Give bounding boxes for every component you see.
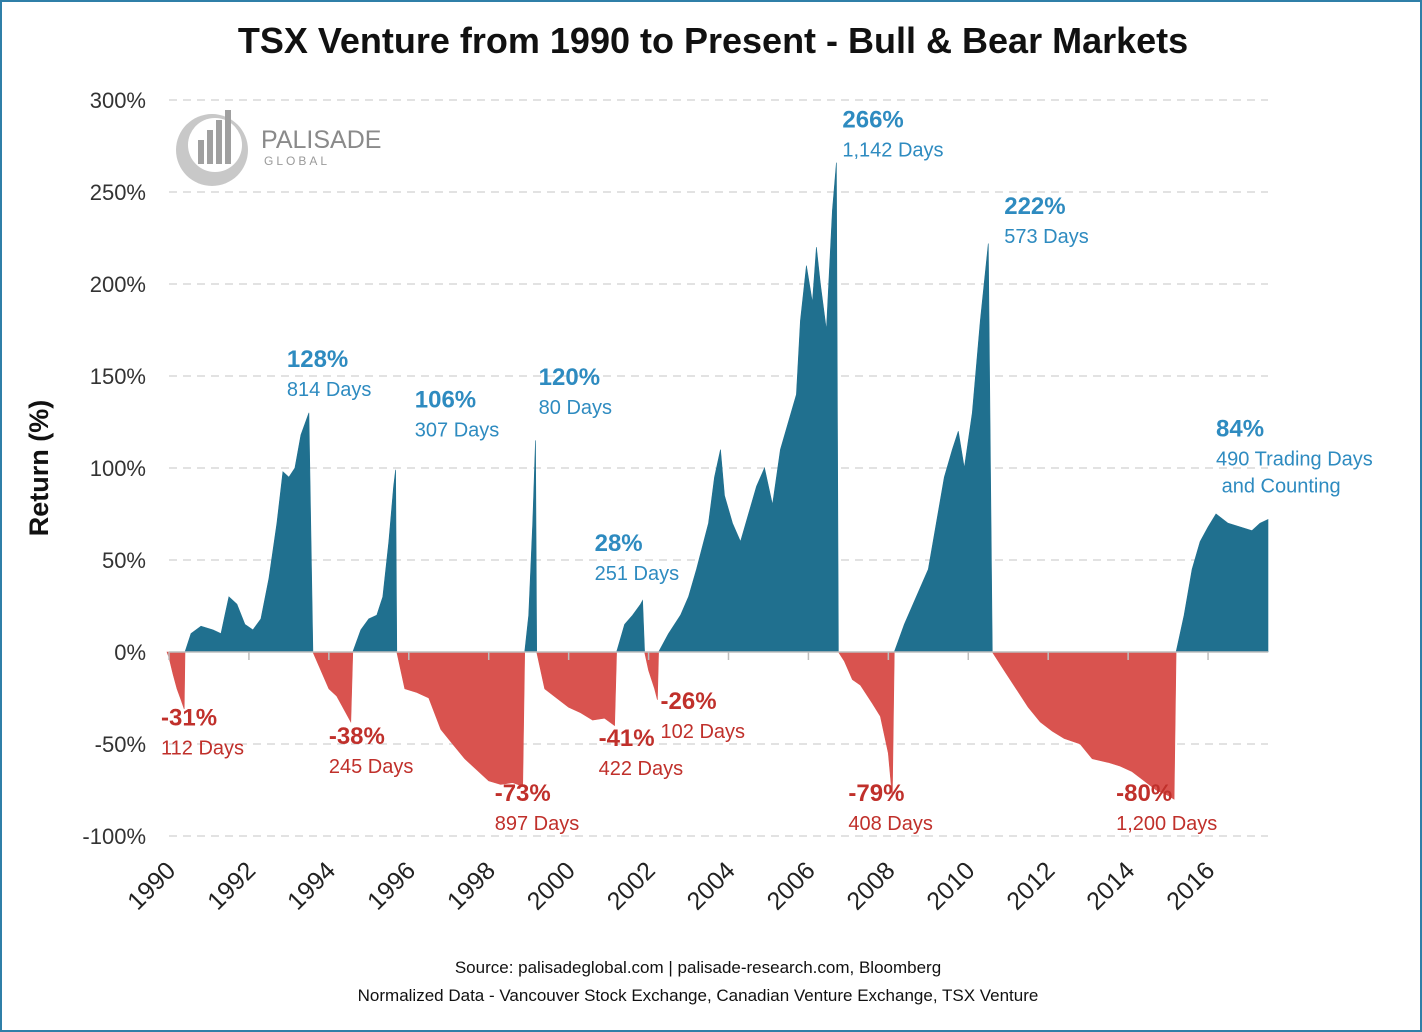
bear-annotation: -38% 245 Days <box>329 723 414 778</box>
x-tick-label: 2006 <box>762 856 821 915</box>
annotation-value: 106% <box>415 386 476 413</box>
x-tick-label: 2010 <box>921 856 980 915</box>
bear-market-area <box>536 651 617 727</box>
bear-market-area <box>837 651 895 798</box>
annotation-value: -26% <box>661 688 717 715</box>
annotation-days: 408 Days <box>848 813 933 835</box>
annotation-value: 222% <box>1004 193 1065 220</box>
bull-market-area <box>184 412 314 653</box>
bear-market-area <box>312 651 354 724</box>
annotation-value: -73% <box>495 780 551 807</box>
annotation-days-continued: and Counting <box>1216 476 1341 498</box>
annotation-value: 120% <box>539 364 600 391</box>
y-tick-label: 200% <box>90 272 146 297</box>
annotation-days: 102 Days <box>661 721 746 743</box>
x-tick-label: 1994 <box>282 856 341 915</box>
bull-annotation: 222% 573 Days <box>1004 193 1089 248</box>
y-tick-label: 100% <box>90 456 146 481</box>
annotation-value: 84% <box>1216 416 1264 443</box>
x-tick-label: 2016 <box>1161 856 1220 915</box>
annotation-days: 80 Days <box>539 397 612 419</box>
annotation-days: 490 Trading Days <box>1216 449 1373 471</box>
logo-bar-4 <box>225 110 231 164</box>
palisade-logo: PALISADE GLOBAL <box>176 110 381 186</box>
bull-annotation: 128% 814 Days <box>287 346 372 401</box>
annotation-value: -41% <box>599 725 655 752</box>
annotation-days: 573 Days <box>1004 226 1089 248</box>
chart-title: TSX Venture from 1990 to Present - Bull … <box>237 20 1189 61</box>
bull-market-area <box>352 469 398 653</box>
x-tick-label: 1996 <box>362 856 421 915</box>
y-axis-label: Return (%) <box>24 400 54 537</box>
annotation-days: 814 Days <box>287 379 372 401</box>
logo-name: PALISADE <box>261 126 381 154</box>
annotation-value: 128% <box>287 346 348 373</box>
x-tick-label: 1992 <box>202 856 261 915</box>
x-tick-label: 2002 <box>602 856 661 915</box>
y-tick-label: 50% <box>102 548 146 573</box>
bull-market-area <box>1175 513 1269 653</box>
y-tick-label: 300% <box>90 88 146 113</box>
bear-annotation: -41% 422 Days <box>599 725 684 780</box>
y-tick-label: 150% <box>90 364 146 389</box>
logo-bar-3 <box>216 120 222 164</box>
x-tick-label: 2012 <box>1001 856 1060 915</box>
y-tick-label: -50% <box>95 732 146 757</box>
bull-market-area <box>893 243 993 653</box>
y-tick-label: 250% <box>90 180 146 205</box>
y-tick-label: -100% <box>82 824 146 849</box>
x-tick-label: 1990 <box>122 856 181 915</box>
y-tick-label: 0% <box>114 640 146 665</box>
bear-market-area <box>166 651 186 710</box>
annotation-days: 307 Days <box>415 419 500 441</box>
annotation-days: 1,142 Days <box>842 140 943 162</box>
annotation-value: 266% <box>842 107 903 134</box>
bear-annotation: -80% 1,200 Days <box>1116 780 1217 835</box>
annotation-layer: 128% 814 Days 106% 307 Days 120% 80 Days 28% 25… <box>161 107 1373 835</box>
bull-annotation: 106% 307 Days <box>415 386 500 441</box>
x-tick-label: 1998 <box>442 856 501 915</box>
axis-layer: 300% 250% 200% 150% 100% 50% 0% -50% -100% 1990 19… <box>82 88 1268 916</box>
annotation-days: 245 Days <box>329 756 414 778</box>
bull-annotation: 84% 490 Trading Days and Counting <box>1216 416 1373 498</box>
chart-plot: PALISADE GLOBAL 300% 250% 200% 150% 100% 50% 0… <box>24 88 1373 916</box>
annotation-value: -79% <box>848 780 904 807</box>
x-tick-label: 2000 <box>522 856 581 915</box>
bear-market-area <box>991 651 1177 800</box>
logo-bar-1 <box>198 140 204 164</box>
bull-annotation: 266% 1,142 Days <box>842 107 943 162</box>
annotation-value: -38% <box>329 723 385 750</box>
annotation-value: -31% <box>161 705 217 732</box>
footer-source: Source: palisadeglobal.com | palisade-re… <box>454 958 942 977</box>
area-layer <box>166 162 1269 800</box>
bear-annotation: -26% 102 Days <box>661 688 746 743</box>
logo-circle-inner <box>188 118 242 172</box>
x-tick-label: 2004 <box>682 856 741 915</box>
logo-bar-2 <box>207 130 213 164</box>
bull-annotation: 28% 251 Days <box>595 530 680 585</box>
bear-annotation: -79% 408 Days <box>848 780 933 835</box>
bear-annotation: -31% 112 Days <box>161 705 244 760</box>
bull-market-area <box>616 599 645 653</box>
x-tick-label: 2008 <box>841 856 900 915</box>
bull-market-area <box>524 440 538 653</box>
footer-note: Normalized Data - Vancouver Stock Exchan… <box>357 986 1039 1005</box>
annotation-days: 112 Days <box>161 738 244 760</box>
logo-sub: GLOBAL <box>264 154 330 168</box>
annotation-value: 28% <box>595 530 643 557</box>
bear-market-area <box>396 651 526 787</box>
annotation-days: 251 Days <box>595 563 680 585</box>
bull-market-area <box>658 162 839 653</box>
x-tick-label: 2014 <box>1081 856 1140 915</box>
annotation-days: 422 Days <box>599 758 684 780</box>
bear-annotation: -73% 897 Days <box>495 780 579 835</box>
bear-market-area <box>644 651 659 700</box>
bull-annotation: 120% 80 Days <box>539 364 612 419</box>
annotation-days: 897 Days <box>495 813 579 835</box>
annotation-value: -80% <box>1116 780 1172 807</box>
annotation-days: 1,200 Days <box>1116 813 1217 835</box>
